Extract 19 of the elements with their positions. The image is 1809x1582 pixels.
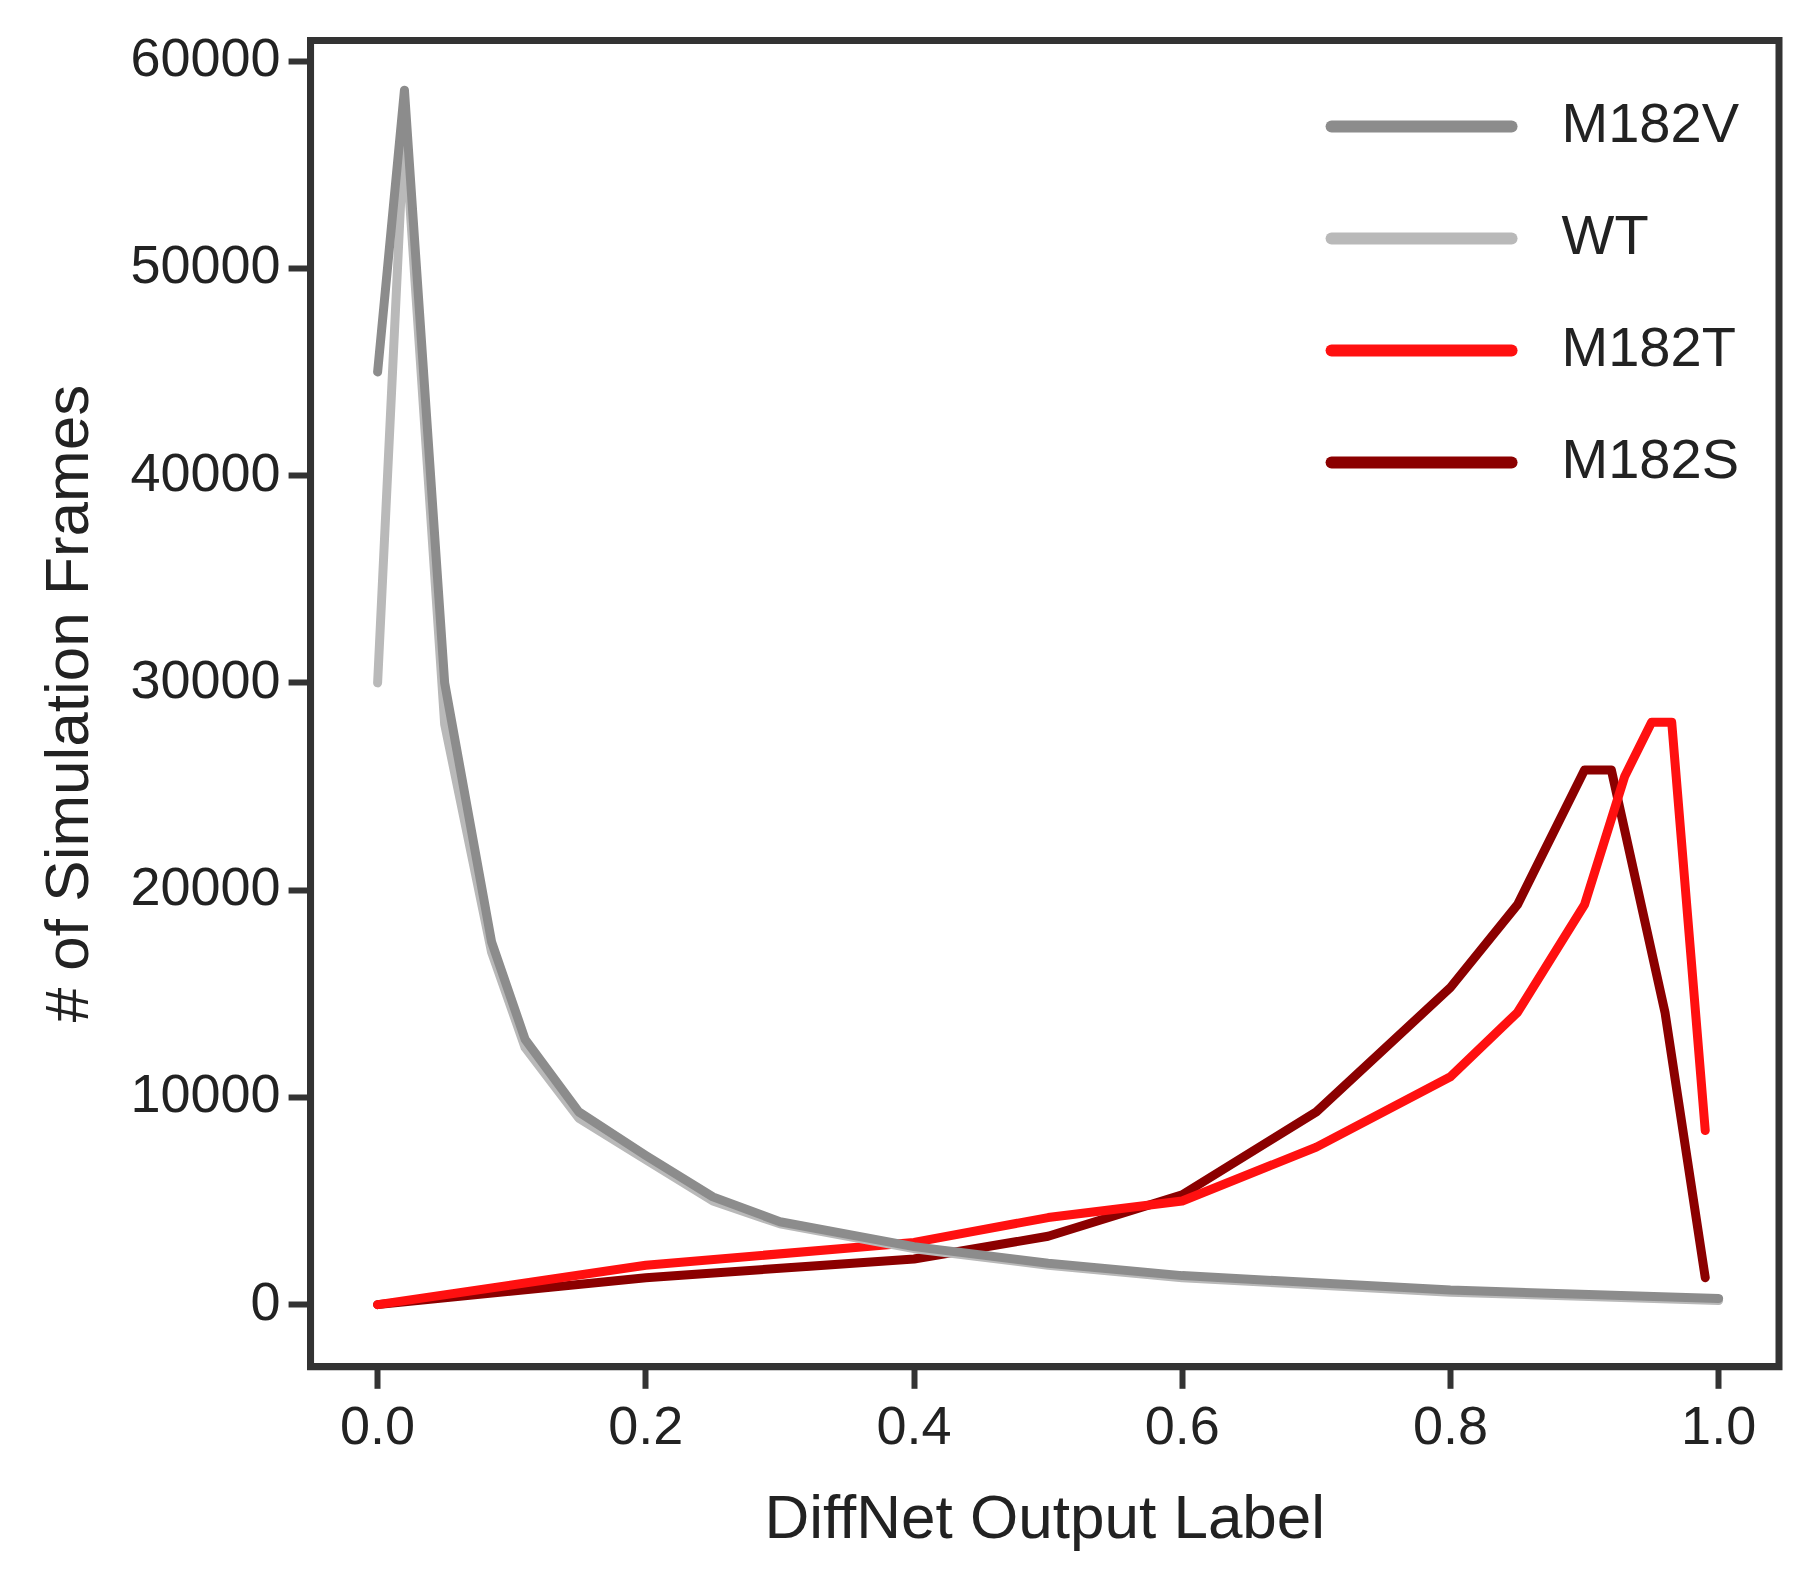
y-tick-label: 40000 <box>130 441 281 502</box>
x-tick-label: 0.4 <box>876 1395 952 1456</box>
y-tick-label: 0 <box>250 1270 281 1331</box>
y-tick-label: 60000 <box>130 27 281 88</box>
y-tick-label: 50000 <box>130 234 281 295</box>
legend-label: M182V <box>1561 90 1740 154</box>
x-tick-label: 0.8 <box>1412 1395 1488 1456</box>
x-axis-title: DiffNet Output Label <box>764 1481 1326 1551</box>
legend-label: M182T <box>1561 314 1736 378</box>
x-tick-label: 0.2 <box>608 1395 684 1456</box>
y-tick-label: 30000 <box>130 648 281 709</box>
x-tick-label: 0.6 <box>1144 1395 1220 1456</box>
legend-label: WT <box>1561 202 1649 266</box>
y-axis-title: # of Simulation Frames <box>32 384 102 1023</box>
legend-label: M182S <box>1561 426 1739 490</box>
y-tick-label: 20000 <box>130 856 281 917</box>
y-tick-label: 10000 <box>130 1063 281 1124</box>
x-tick-label: 1.0 <box>1681 1395 1757 1456</box>
x-tick-label: 0.0 <box>340 1395 416 1456</box>
